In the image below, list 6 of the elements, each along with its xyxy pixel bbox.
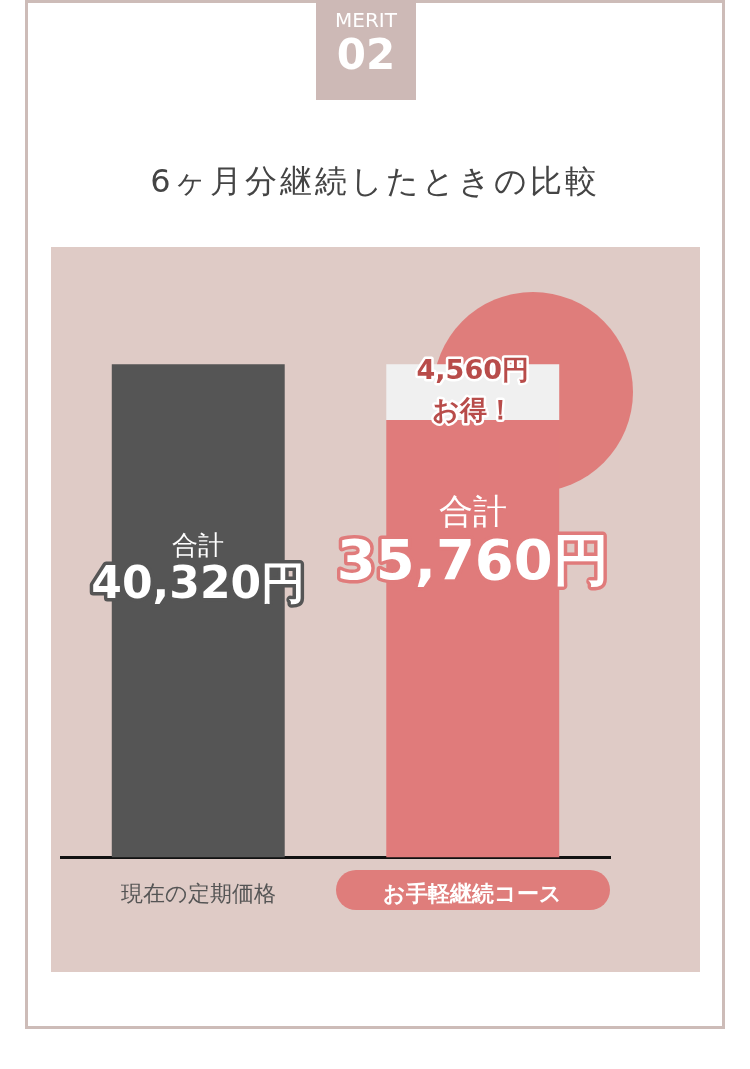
x-tick-label: お手軽継続コース [383, 880, 563, 906]
text: MERIT [334, 8, 398, 32]
data-label: 4,560円お得！ [416, 354, 529, 426]
x-tick-label: 現在の定期価格 [120, 880, 276, 906]
chart-title: 6ヶ月分継続したときの比較 [149, 161, 601, 202]
text: 02 [335, 30, 397, 79]
